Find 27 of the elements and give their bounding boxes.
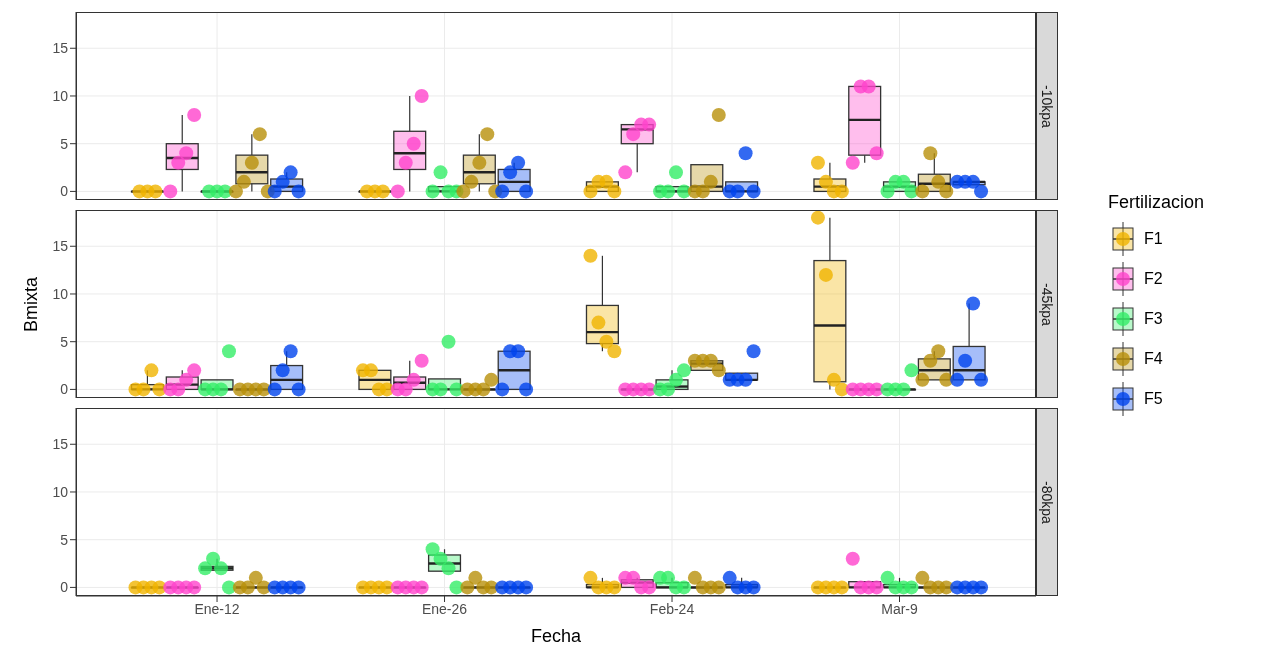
y-tick-label: 15 (52, 40, 69, 57)
y-tick-label: 5 (60, 531, 69, 548)
y-tick-label: 0 (60, 579, 69, 596)
legend-label: F1 (1144, 230, 1163, 248)
x-axis-title: Fecha (530, 626, 582, 647)
legend-label: F3 (1144, 310, 1163, 328)
y-tick-label: 15 (52, 436, 69, 453)
text: -10kpa (1039, 84, 1055, 128)
legend-label: F5 (1144, 390, 1163, 408)
y-axis-title: Bmixta (20, 276, 42, 334)
y-tick-label: 5 (60, 333, 69, 350)
legend-title: Fertilizacion (1108, 192, 1205, 213)
x-tick-label: Ene-26 (421, 600, 468, 617)
legend-label: F4 (1144, 350, 1163, 368)
y-tick-label: 15 (52, 238, 69, 255)
y-tick-label: 5 (60, 135, 69, 152)
x-tick-label: Mar-9 (881, 600, 918, 617)
y-tick-label: 0 (60, 183, 69, 200)
y-tick-label: 10 (52, 483, 69, 500)
text: -45kpa (1039, 282, 1055, 326)
x-tick-label: Ene-12 (194, 600, 240, 617)
y-tick-label: 10 (52, 87, 69, 104)
y-tick-label: 0 (60, 381, 69, 398)
y-tick-label: 10 (52, 285, 69, 302)
text: -80kpa (1039, 480, 1055, 524)
x-tick-label: Feb-24 (649, 600, 695, 617)
legend-label: F2 (1144, 270, 1163, 288)
